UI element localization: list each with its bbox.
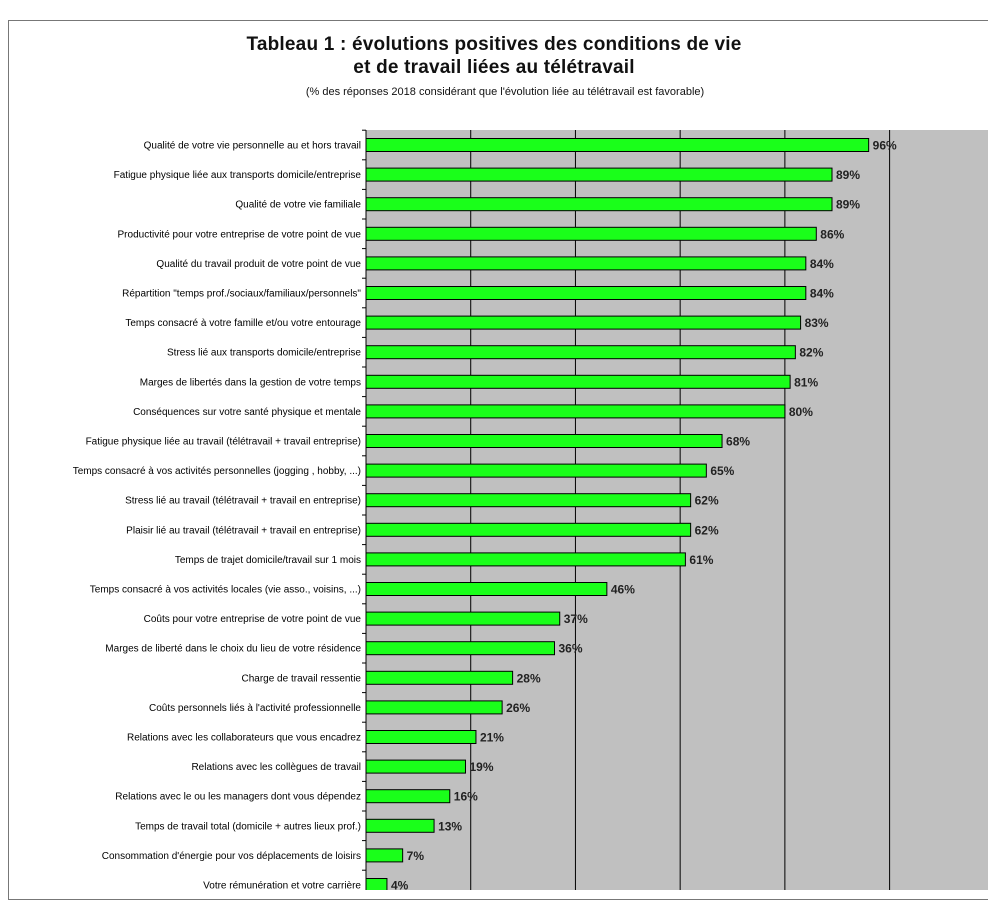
bar bbox=[365, 315, 802, 330]
bar bbox=[365, 286, 807, 300]
bar bbox=[365, 878, 388, 890]
value-label: 26% bbox=[506, 701, 530, 715]
category-label: Qualité du travail produit de votre poin… bbox=[156, 259, 361, 270]
bar bbox=[365, 848, 404, 863]
bar bbox=[365, 463, 707, 478]
value-label: 7% bbox=[407, 849, 425, 863]
category-label: Votre rémunération et votre carrière bbox=[203, 881, 361, 891]
chart-title-line-1: Tableau 1 : évolutions positives des con… bbox=[246, 34, 742, 55]
category-label: Qualité de votre vie familiale bbox=[235, 200, 361, 211]
value-label: 89% bbox=[836, 168, 860, 182]
bar bbox=[365, 700, 503, 715]
value-label: 36% bbox=[558, 642, 582, 656]
bar bbox=[365, 138, 870, 152]
category-label: Relations avec le ou les managers dont v… bbox=[115, 792, 361, 803]
bar bbox=[365, 789, 451, 804]
bar bbox=[365, 582, 608, 596]
category-label: Marges de liberté dans le choix du lieu … bbox=[105, 644, 361, 655]
category-label: Répartition "temps prof./sociaux/familia… bbox=[122, 289, 361, 300]
category-label: Plaisir lié au travail (télétravail + tr… bbox=[126, 525, 361, 536]
category-label: Fatigue physique liée aux transports dom… bbox=[114, 170, 362, 181]
value-label: 4% bbox=[391, 879, 409, 891]
value-label: 86% bbox=[820, 227, 844, 241]
value-label: 82% bbox=[799, 346, 823, 360]
category-label: Productivité pour votre entreprise de vo… bbox=[118, 229, 362, 240]
category-label: Stress lié aux transports domicile/entre… bbox=[167, 348, 361, 359]
bar bbox=[365, 197, 833, 212]
category-label: Temps consacré à vos activités personnel… bbox=[73, 466, 361, 477]
category-label: Marges de libertés dans la gestion de vo… bbox=[140, 377, 361, 388]
value-label: 84% bbox=[810, 287, 834, 301]
bar bbox=[365, 641, 555, 656]
category-label: Stress lié au travail (télétravail + tra… bbox=[125, 496, 361, 507]
value-label: 21% bbox=[480, 731, 504, 745]
category-label: Conséquences sur votre santé physique et… bbox=[133, 407, 361, 418]
value-label: 84% bbox=[810, 257, 834, 271]
category-label: Relations avec les collègues de travail bbox=[191, 762, 361, 773]
category-label: Qualité de votre vie personnelle au et h… bbox=[144, 141, 361, 152]
value-label: 80% bbox=[789, 405, 813, 419]
bar bbox=[365, 256, 807, 271]
bar bbox=[365, 670, 514, 685]
category-label: Relations avec les collaborateurs que vo… bbox=[127, 733, 361, 744]
category-label: Temps de trajet domicile/travail sur 1 m… bbox=[175, 555, 361, 566]
value-label: 83% bbox=[805, 316, 829, 330]
value-label: 46% bbox=[611, 583, 635, 597]
chart-title-line-2: et de travail liées au télétravail bbox=[353, 57, 635, 78]
bar bbox=[365, 552, 686, 567]
category-label: Temps de travail total (domicile + autre… bbox=[135, 821, 361, 832]
value-label: 68% bbox=[726, 435, 750, 449]
value-label: 89% bbox=[836, 198, 860, 212]
bar bbox=[365, 434, 723, 448]
bar bbox=[365, 522, 692, 537]
category-label: Temps consacré à vos activités locales (… bbox=[90, 585, 361, 596]
bar bbox=[365, 374, 791, 389]
value-label: 19% bbox=[469, 760, 493, 774]
value-label: 13% bbox=[438, 819, 462, 833]
value-label: 96% bbox=[873, 139, 897, 153]
bar bbox=[365, 818, 435, 833]
value-label: 62% bbox=[695, 494, 719, 508]
category-label: Coûts personnels liés à l'activité profe… bbox=[149, 703, 361, 714]
value-label: 62% bbox=[695, 523, 719, 537]
bar bbox=[365, 404, 786, 419]
value-label: 16% bbox=[454, 790, 478, 804]
plot-background bbox=[366, 130, 988, 890]
category-label: Charge de travail ressentie bbox=[241, 673, 361, 684]
bar bbox=[365, 611, 561, 626]
value-label: 28% bbox=[517, 671, 541, 685]
value-label: 81% bbox=[794, 375, 818, 389]
chart-subtitle: (% des réponses 2018 considérant que l'é… bbox=[305, 86, 705, 98]
bar bbox=[365, 730, 477, 744]
bar bbox=[365, 493, 692, 508]
bar bbox=[365, 345, 796, 360]
category-label: Consommation d'énergie pour vos déplacem… bbox=[102, 851, 361, 862]
category-label: Fatigue physique liée au travail (télétr… bbox=[86, 437, 361, 448]
value-label: 37% bbox=[564, 612, 588, 626]
bar bbox=[365, 759, 466, 774]
category-label: Temps consacré à votre famille et/ou vot… bbox=[125, 318, 361, 329]
value-label: 65% bbox=[710, 464, 734, 478]
bar bbox=[365, 226, 817, 241]
category-label: Coûts pour votre entreprise de votre poi… bbox=[144, 614, 362, 625]
value-label: 61% bbox=[689, 553, 713, 567]
bar bbox=[365, 167, 833, 182]
